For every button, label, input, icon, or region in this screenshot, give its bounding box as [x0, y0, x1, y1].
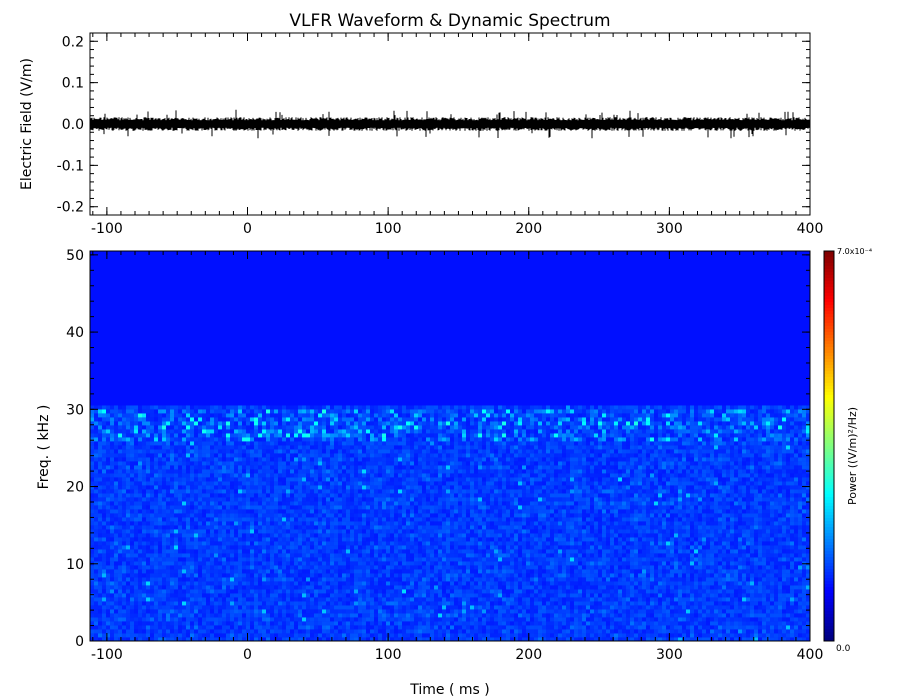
- spectrogram-x-tick-label: 100: [375, 647, 402, 663]
- waveform-line: [89, 109, 811, 139]
- spectrogram-x-tick-label: 300: [656, 647, 683, 663]
- colorbar-gradient: [824, 251, 834, 642]
- waveform-x-tick-label: 300: [656, 221, 683, 237]
- spectrogram-panel: -100 0 100 200 300 400 0 10 20 30 40 50 Time ( ms )…: [36, 248, 823, 698]
- spectrogram-y-label: Freq. ( kHz ): [36, 405, 52, 490]
- colorbar-frame: [823, 250, 835, 642]
- spectrogram-axes: -100 0 100 200 300 400 0 10 20 30 40 50: [66, 248, 823, 663]
- waveform-axes: -100 0 100 200 300 400 -0.2 -0.1 0.0 0.1 0.2: [57, 32, 824, 237]
- waveform-x-tick-label: -100: [91, 221, 123, 237]
- waveform-x-tick-label: 200: [515, 221, 542, 237]
- spectrogram-x-tick-label: 200: [515, 647, 542, 663]
- spectrogram-y-tick-label: 30: [66, 402, 84, 418]
- spectrogram-y-tick-label: 20: [66, 480, 84, 496]
- waveform-y-tick-label: 0.2: [62, 34, 84, 50]
- waveform-y-tick-label: 0.1: [62, 76, 84, 92]
- colorbar-min-label: 0.0: [836, 644, 851, 654]
- chart-title: VLFR Waveform & Dynamic Spectrum: [289, 11, 610, 31]
- colorbar: 7.0x10⁻⁴ 0.0 Power ((V/m)²/Hz): [823, 247, 872, 654]
- waveform-y-tick-label: -0.1: [57, 158, 84, 174]
- waveform-trace: [89, 109, 811, 139]
- spectrogram-y-tick-label: 0: [75, 634, 84, 650]
- colorbar-label: Power ((V/m)²/Hz): [846, 407, 859, 505]
- colorbar-max-label: 7.0x10⁻⁴: [837, 247, 872, 256]
- waveform-y-tick-label: 0.0: [62, 117, 84, 133]
- spectrogram-y-tick-label: 10: [66, 557, 84, 573]
- spectrogram-x-label: Time ( ms ): [409, 682, 489, 698]
- waveform-x-tick-label: 100: [375, 221, 402, 237]
- spectrogram-y-tick-label: 40: [66, 325, 84, 341]
- spectrogram-y-tick-label: 50: [66, 248, 84, 264]
- waveform-y-label: Electric Field (V/m): [19, 58, 35, 190]
- spectrogram-x-tick-label: 400: [797, 647, 824, 663]
- waveform-panel: -100 0 100 200 300 400 -0.2 -0.1 0.0 0.1 0.2 Elect…: [19, 32, 824, 237]
- spectrogram-x-tick-label: 0: [243, 647, 252, 663]
- spectrogram-cells: [90, 251, 810, 642]
- waveform-y-tick-label: -0.2: [57, 200, 84, 216]
- spectrogram-frame: [89, 250, 811, 642]
- spectrogram-x-tick-label: -100: [91, 647, 123, 663]
- waveform-x-tick-label: 0: [243, 221, 252, 237]
- waveform-x-tick-label: 400: [797, 221, 824, 237]
